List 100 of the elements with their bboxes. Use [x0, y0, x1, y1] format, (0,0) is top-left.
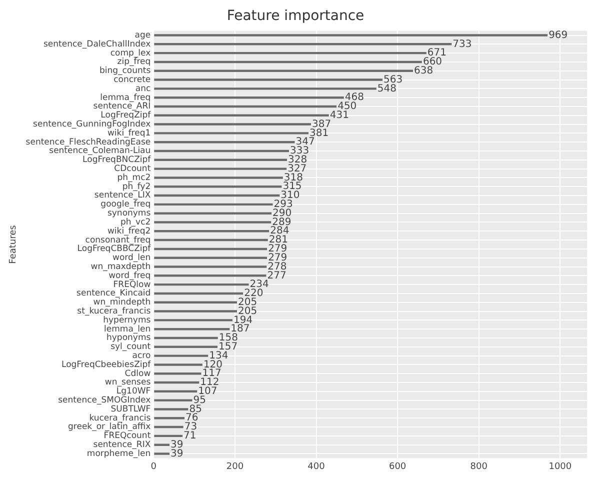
- bar: [154, 364, 202, 366]
- bar: [154, 426, 184, 428]
- y-tick-label: ph_fy2: [122, 182, 151, 192]
- y-tick-label: syl_count: [110, 342, 152, 352]
- y-tick-label: hypernyms: [103, 315, 152, 326]
- y-tick-label: google_freq: [100, 200, 151, 210]
- y-tick-label: sentence_Kincaid: [76, 288, 151, 299]
- y-tick-label: LogFreqCBBCZipf: [77, 244, 152, 254]
- y-tick-label: word_len: [112, 253, 151, 264]
- y-tick-label: wn_mindepth: [93, 298, 151, 308]
- y-axis-title: Features: [8, 224, 19, 264]
- data-label: 548: [377, 83, 397, 94]
- bar: [154, 105, 337, 108]
- bar: [154, 78, 383, 81]
- data-label: 327: [288, 163, 307, 174]
- bar: [154, 43, 452, 46]
- y-tick-label: LogFreqZipf: [100, 110, 152, 121]
- y-tick-label: greek_or_latin_affix: [68, 422, 151, 432]
- data-label: 563: [384, 74, 403, 86]
- data-label: 157: [218, 341, 238, 352]
- bar: [154, 123, 311, 126]
- y-tick-label: age: [134, 30, 151, 40]
- y-tick-label: sentence_ARI: [93, 102, 151, 112]
- y-tick-label: concrete: [114, 74, 151, 85]
- x-tick-label: 0: [150, 462, 157, 472]
- bar: [154, 274, 266, 277]
- bar: [154, 372, 202, 375]
- bar: [154, 399, 192, 402]
- bar: [154, 417, 185, 420]
- data-label: 134: [209, 350, 228, 362]
- bar: [154, 336, 218, 340]
- bar: [154, 96, 344, 99]
- bar: [154, 176, 283, 179]
- bar: [154, 158, 287, 162]
- y-tick-label: FREQlow: [113, 280, 151, 290]
- y-tick-label: Cdlow: [124, 368, 151, 379]
- y-tick-label: wn_maxdepth: [90, 262, 151, 272]
- y-tick-label: morpheme_len: [86, 448, 151, 459]
- bar: [154, 256, 268, 259]
- bar: [154, 150, 290, 152]
- bar: [154, 168, 287, 170]
- y-tick-label: wn_senses: [104, 378, 152, 388]
- bar: [154, 444, 170, 446]
- bar: [154, 203, 273, 206]
- bar: [154, 301, 237, 304]
- data-label: 969: [548, 30, 568, 41]
- data-label: 278: [268, 261, 287, 272]
- bar: [154, 283, 249, 286]
- bar: [154, 452, 170, 455]
- y-tick-label: sentence_GunningFogIndex: [33, 119, 151, 130]
- data-label: 387: [312, 118, 332, 130]
- y-tick-label: lemma_freq: [100, 92, 151, 103]
- bar: [154, 354, 208, 357]
- bar: [154, 34, 548, 36]
- bar: [154, 292, 244, 295]
- data-label: 638: [414, 65, 434, 76]
- bar: [154, 266, 267, 268]
- bar: [154, 52, 426, 54]
- x-tick-label: 800: [470, 462, 488, 472]
- bar: [154, 114, 329, 117]
- data-label: 95: [193, 394, 206, 406]
- x-tick-label: 400: [308, 462, 326, 472]
- bar: [154, 310, 237, 312]
- data-label: 277: [267, 270, 286, 282]
- bar: [154, 230, 270, 232]
- data-label: 431: [330, 110, 349, 121]
- x-tick-label: 200: [226, 462, 244, 472]
- bar: [154, 140, 295, 144]
- x-tick-label: 600: [388, 462, 406, 472]
- y-tick-label: wiki_freq2: [107, 226, 151, 236]
- y-tick-label: LogFreqCbeebiesZipf: [61, 360, 152, 370]
- y-tick-label: st_kucera_francis: [77, 306, 152, 316]
- y-tick-label: FREQcount: [104, 431, 152, 442]
- bar: [154, 132, 309, 134]
- data-label: 71: [184, 430, 196, 442]
- data-label: 279: [268, 252, 288, 264]
- bar: [154, 328, 230, 330]
- bar: [154, 60, 422, 64]
- y-tick-label: wiki_freq1: [107, 128, 151, 138]
- bar: [154, 390, 198, 393]
- data-label: 290: [272, 208, 292, 219]
- y-tick-label: anc: [135, 84, 151, 94]
- data-label: 120: [203, 359, 223, 370]
- x-tick-label: 1000: [548, 462, 572, 472]
- y-tick-label: acro: [132, 351, 151, 362]
- y-tick-label: kucera_francis: [89, 413, 152, 424]
- y-tick-label: ph_mc2: [117, 172, 151, 183]
- y-tick-label: comp_lex: [110, 48, 151, 58]
- data-label: 39: [170, 448, 184, 460]
- y-tick-label: sentence_LIX: [94, 190, 151, 201]
- y-tick-label: SUBTLWF: [110, 404, 151, 414]
- data-label: 733: [452, 38, 472, 50]
- y-tick-label: word_freq: [108, 270, 151, 281]
- data-label: 205: [238, 306, 258, 317]
- y-tick-label: bing_counts: [99, 66, 152, 76]
- bar: [154, 248, 268, 250]
- y-tick-label: Lg10WF: [116, 386, 151, 397]
- y-tick-label: LogFreqBNCZipf: [82, 155, 152, 166]
- bar: [154, 238, 268, 242]
- bar: [154, 212, 272, 214]
